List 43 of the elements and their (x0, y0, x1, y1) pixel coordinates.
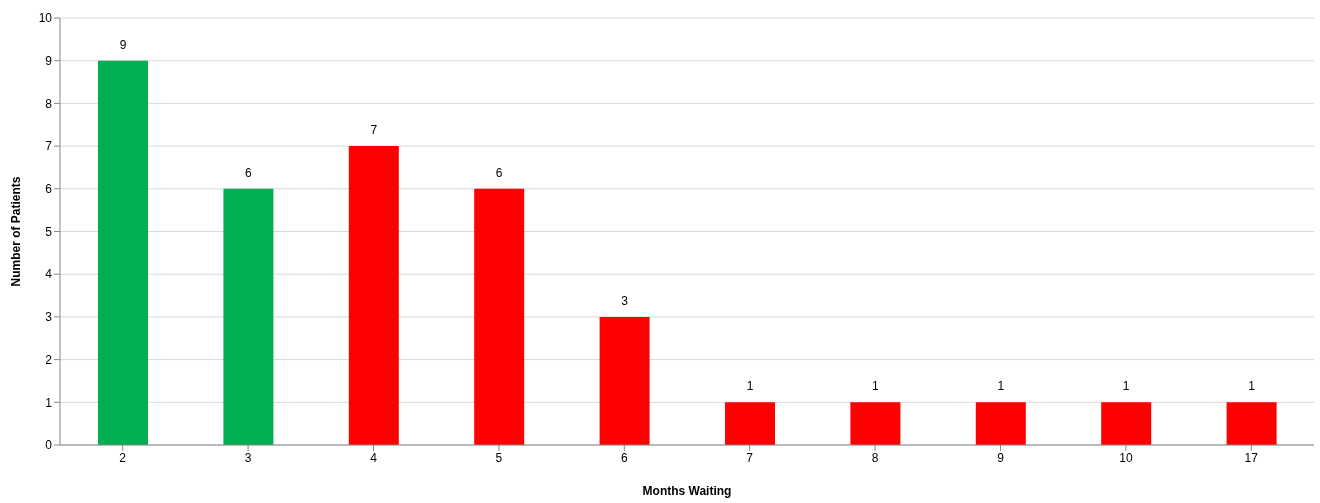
data-label: 1 (997, 379, 1005, 394)
bar (223, 188, 274, 445)
bar (474, 188, 525, 445)
y-tick-label: 0 (45, 438, 53, 453)
x-tick-label: 10 (1119, 450, 1133, 465)
bar (1101, 402, 1152, 445)
x-tick-label: 6 (620, 450, 628, 465)
data-label: 6 (495, 165, 503, 180)
data-label: 9 (119, 37, 127, 52)
x-tick-label: 3 (244, 450, 252, 465)
x-tick-label: 5 (495, 450, 503, 465)
y-tick-label: 5 (45, 224, 53, 239)
x-tick-label: 7 (746, 450, 754, 465)
bar (348, 146, 399, 445)
data-label: 1 (1122, 379, 1130, 394)
y-tick-label: 2 (45, 352, 53, 367)
bar (975, 402, 1026, 445)
x-tick-label: 2 (119, 450, 127, 465)
x-axis-title: Months Waiting (642, 484, 732, 498)
y-tick-label: 9 (45, 53, 53, 68)
data-label: 3 (621, 293, 629, 308)
data-label: 1 (872, 379, 880, 394)
y-tick-label: 7 (45, 139, 53, 154)
data-label: 1 (1248, 379, 1256, 394)
x-tick-label: 9 (997, 450, 1005, 465)
x-tick-label: 4 (370, 450, 378, 465)
x-tick-label: 17 (1244, 450, 1259, 465)
bar (599, 316, 650, 445)
y-axis-title: Number of Patients (9, 176, 24, 287)
bar (850, 402, 901, 445)
y-tick-label: 10 (38, 11, 53, 26)
y-tick-label: 3 (45, 310, 53, 325)
x-tick-label: 8 (871, 450, 879, 465)
bar (1226, 402, 1277, 445)
y-tick-label: 1 (45, 395, 53, 410)
y-tick-label: 6 (45, 182, 53, 197)
y-tick-label: 8 (45, 96, 53, 111)
bar (98, 60, 148, 445)
y-tick-label: 4 (45, 267, 53, 282)
data-label: 1 (746, 379, 754, 394)
data-label: 6 (245, 165, 253, 180)
data-label: 7 (370, 123, 378, 138)
bar (725, 402, 775, 445)
